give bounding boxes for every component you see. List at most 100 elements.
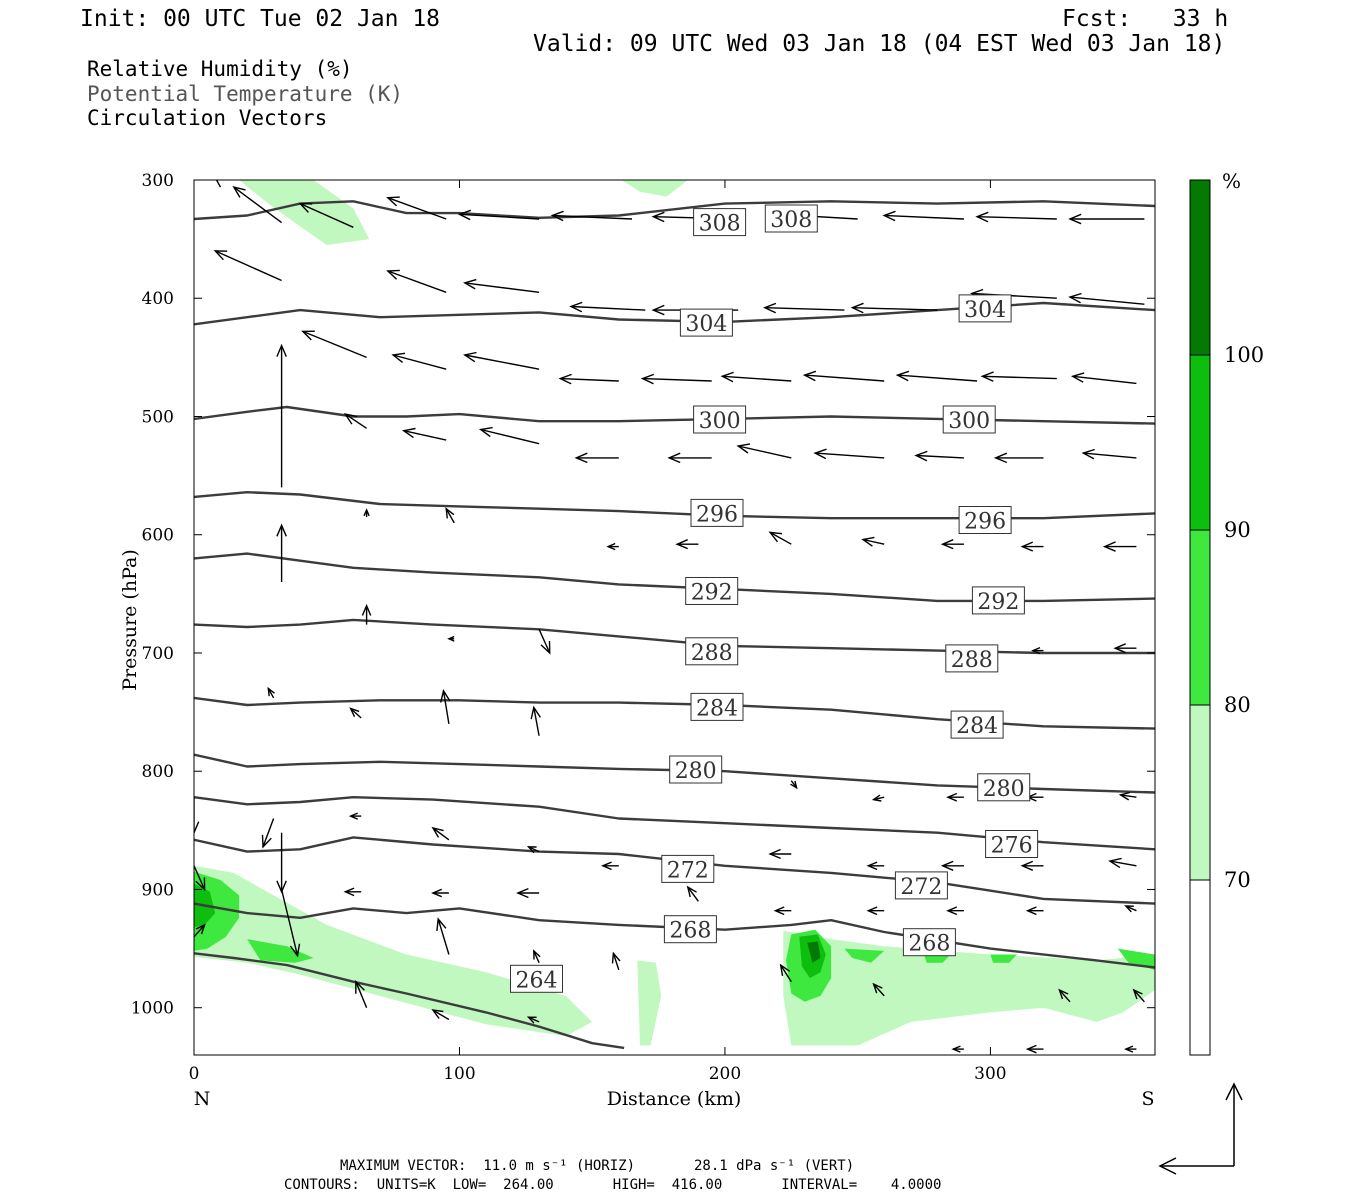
vector-head: [194, 821, 200, 835]
circulation-vector: [516, 887, 540, 899]
contour-label-264: 264: [516, 968, 558, 993]
colorbar-band: [1190, 355, 1210, 530]
vector-head: [675, 539, 688, 550]
circulation-vector: [431, 1009, 450, 1021]
vector-shaft: [464, 354, 540, 370]
rh-region-70: [783, 930, 1155, 1046]
colorbar-band: [1190, 530, 1210, 705]
y-tick-label: 400: [142, 289, 174, 309]
circulation-vector: [343, 413, 367, 429]
vector-shaft: [687, 886, 699, 902]
vector-head: [768, 531, 783, 543]
vector-head: [276, 343, 287, 357]
vector-shaft: [194, 865, 206, 890]
circulation-vector: [391, 352, 447, 370]
legend-relative-humidity: Relative Humidity (%): [87, 57, 353, 81]
circulation-vector: [361, 603, 372, 625]
x-tick-label: 200: [709, 1064, 741, 1084]
circulation-vector: [386, 269, 447, 293]
vector-head: [232, 186, 246, 198]
circulation-vector: [993, 452, 1044, 464]
circulation-vector: [463, 351, 540, 370]
vector-head: [779, 963, 791, 977]
vector-head: [463, 278, 477, 290]
vector-head: [526, 1016, 537, 1024]
contour-label-box: [985, 830, 1039, 858]
vector-shaft: [442, 690, 450, 725]
vector-shaft: [971, 292, 1057, 299]
vector-head: [1113, 643, 1126, 654]
contour-labels: 308 308 304 304 300 300 296 296 292 292 288 288 284 2…: [510, 204, 1039, 993]
circulation-vector: [1132, 988, 1145, 1003]
vector-head: [1118, 791, 1130, 801]
vector-shaft: [738, 445, 792, 459]
vector-shaft: [445, 508, 455, 524]
contour-label-box: [661, 854, 715, 883]
vector-head: [1070, 372, 1085, 383]
contour-label-box: [894, 871, 948, 900]
reference-vector: [1158, 1082, 1243, 1175]
circulation-vector: [946, 792, 964, 802]
circulation-vector: [431, 888, 449, 898]
colorbar-label: 70: [1224, 868, 1251, 892]
circulation-vector: [940, 539, 964, 550]
circulation-vector: [558, 373, 619, 385]
circulation-vector: [790, 780, 798, 790]
vector-head: [574, 452, 588, 464]
contour-label-box: [690, 498, 744, 527]
vector-shaft: [533, 707, 540, 736]
contour-label-292: 292: [691, 581, 733, 606]
rh-region-80: [844, 948, 885, 963]
relative-humidity-fill: [194, 180, 1155, 1046]
vector-shaft: [387, 270, 447, 293]
rh-region-70: [239, 180, 370, 245]
x-tick-label: 100: [443, 1064, 475, 1084]
vector-shaft: [1125, 905, 1137, 912]
vector-shaft: [387, 197, 447, 220]
circulation-vector: [194, 797, 200, 835]
vector-shaft: [897, 374, 978, 382]
vector-shaft: [1058, 989, 1071, 1003]
vector-head: [850, 302, 864, 314]
vector-head: [1020, 541, 1034, 552]
circulation-vector: [526, 1016, 540, 1024]
vector-head: [463, 351, 477, 363]
circulation-vector: [951, 1045, 964, 1053]
vector-head: [530, 705, 541, 720]
vector-head: [736, 443, 751, 454]
vector-shaft: [480, 428, 540, 445]
vector-shaft: [350, 707, 362, 719]
circulation-vector: [1020, 541, 1044, 552]
isentrope-284: [194, 696, 1155, 730]
circulation-vector: [478, 426, 540, 445]
vector-head: [540, 640, 551, 655]
vector-shaft: [459, 213, 540, 220]
rh-region-80: [990, 954, 1017, 963]
circulation-vector: [363, 508, 370, 517]
circulation-vector: [600, 861, 619, 871]
isentrope-276: [194, 796, 1155, 851]
vector-head: [533, 949, 541, 960]
x-tick-label: 0: [189, 1064, 200, 1084]
circulation-vector: [355, 980, 368, 1008]
vector-head: [1025, 1044, 1037, 1054]
vector-shaft: [344, 413, 367, 429]
vector-head: [261, 834, 272, 849]
circulation-vector: [463, 278, 540, 293]
legend-circulation-vectors: Circulation Vectors: [87, 106, 328, 130]
circulation-vector: [1113, 643, 1137, 654]
circulation-vector: [914, 450, 964, 462]
vector-head: [802, 370, 817, 382]
vector-head: [207, 163, 217, 175]
vector-shaft: [262, 818, 275, 848]
contour-label-284: 284: [696, 696, 738, 721]
contour-label-272: 272: [667, 858, 709, 883]
rh-region-80: [924, 954, 951, 963]
x-axis-label: Distance (km): [607, 1088, 742, 1110]
vector-shaft: [1069, 296, 1145, 305]
circulation-vector: [194, 923, 206, 938]
vector-head: [1020, 860, 1034, 871]
vector-shaft: [528, 1016, 540, 1023]
circulation-vector: [348, 812, 362, 820]
